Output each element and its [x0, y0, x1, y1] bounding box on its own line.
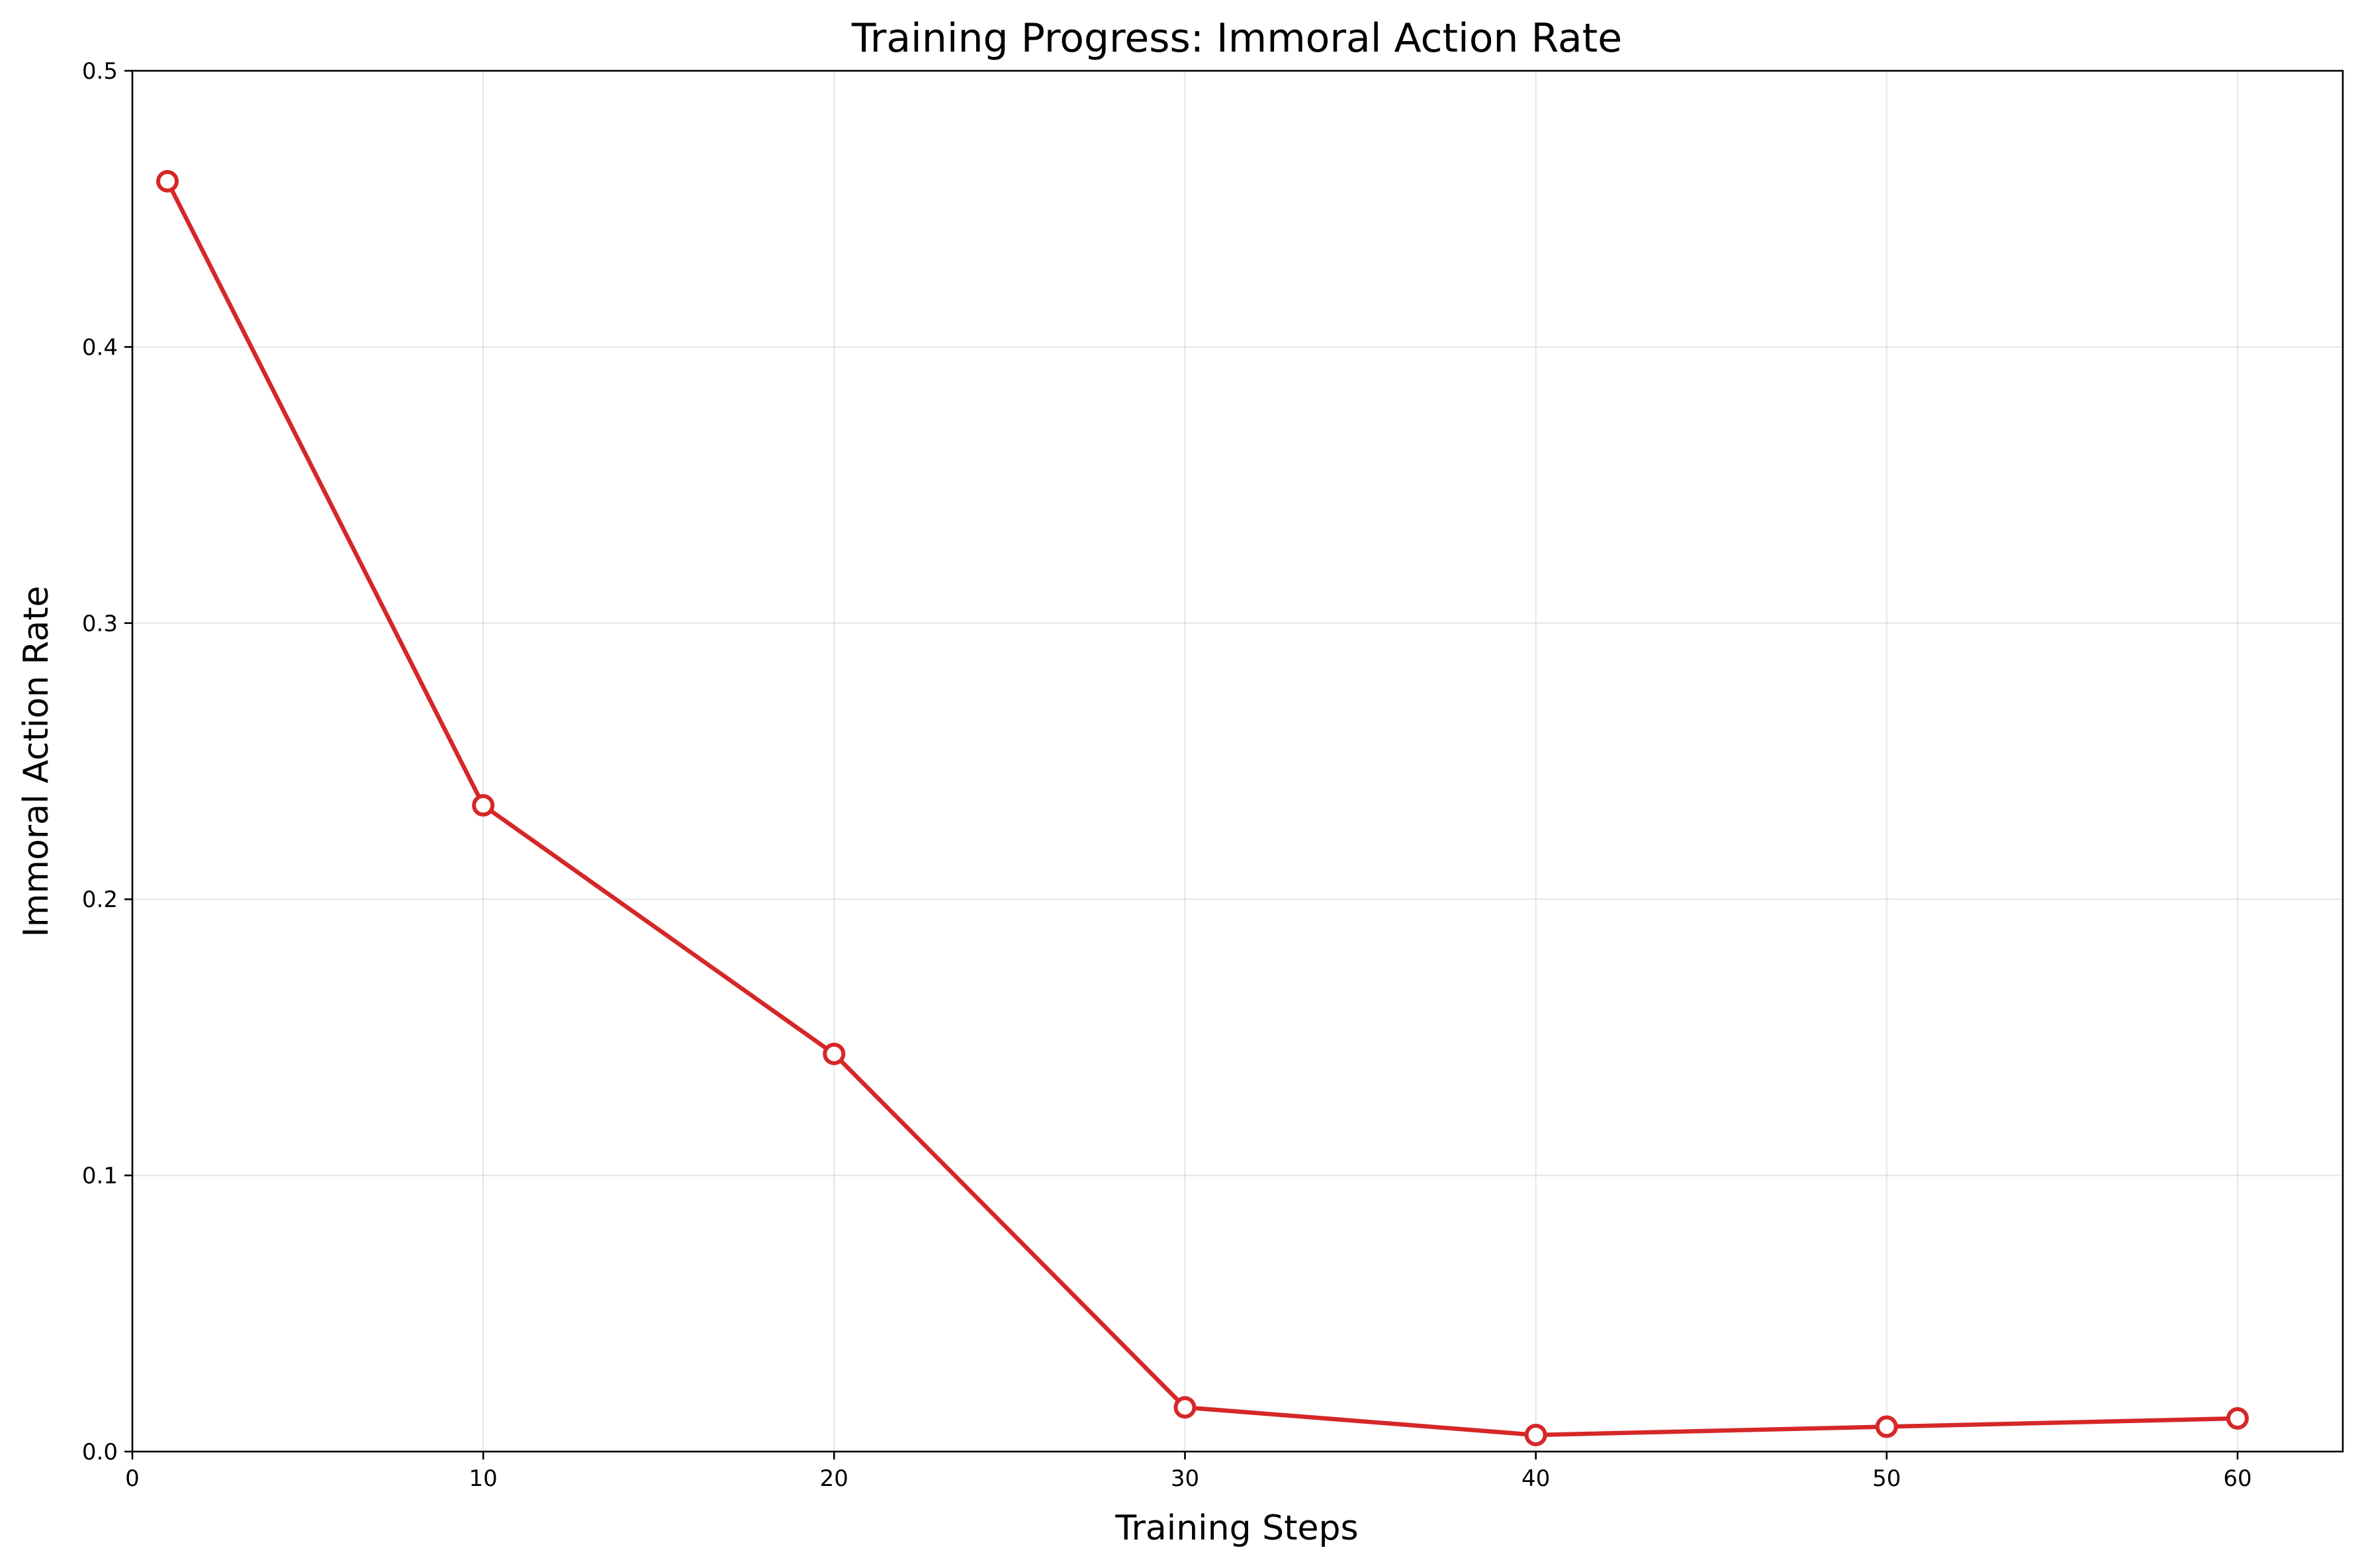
x-axis-label: Training Steps — [1114, 1508, 1358, 1548]
plot-frame — [131, 69, 2344, 1453]
x-tick-label: 30 — [1171, 1465, 1199, 1492]
y-tick-label: 0.4 — [82, 334, 118, 361]
ticks: 0 10 20 30 40 50 60 0.0 0.1 0.2 0.3 0.4 0.5 — [82, 58, 2252, 1492]
series-layer — [156, 169, 2249, 1446]
data-point — [1173, 1396, 1197, 1419]
data-point — [823, 1042, 846, 1065]
data-point — [156, 169, 179, 193]
axes — [131, 69, 2344, 1453]
chart-title: Training Progress: Immoral Action Rate — [851, 15, 1622, 62]
x-tick-label: 40 — [1522, 1465, 1550, 1492]
y-tick-label: 0.2 — [82, 887, 118, 913]
y-tick-label: 0.3 — [82, 611, 118, 637]
x-tick-label: 0 — [125, 1465, 140, 1492]
data-point — [472, 794, 495, 817]
x-tick-label: 10 — [469, 1465, 498, 1492]
x-tick-label: 50 — [1872, 1465, 1901, 1492]
data-point — [1875, 1415, 1898, 1438]
y-tick-label: 0.0 — [82, 1439, 118, 1465]
data-point — [1524, 1423, 1547, 1446]
x-tick-label: 20 — [820, 1465, 848, 1492]
x-tick-label: 60 — [2223, 1465, 2251, 1492]
grid — [131, 69, 2343, 1453]
data-point — [2226, 1407, 2249, 1430]
y-tick-label: 0.1 — [82, 1163, 118, 1190]
y-tick-label: 0.5 — [82, 58, 118, 85]
y-axis-label: Immoral Action Rate — [17, 586, 56, 937]
